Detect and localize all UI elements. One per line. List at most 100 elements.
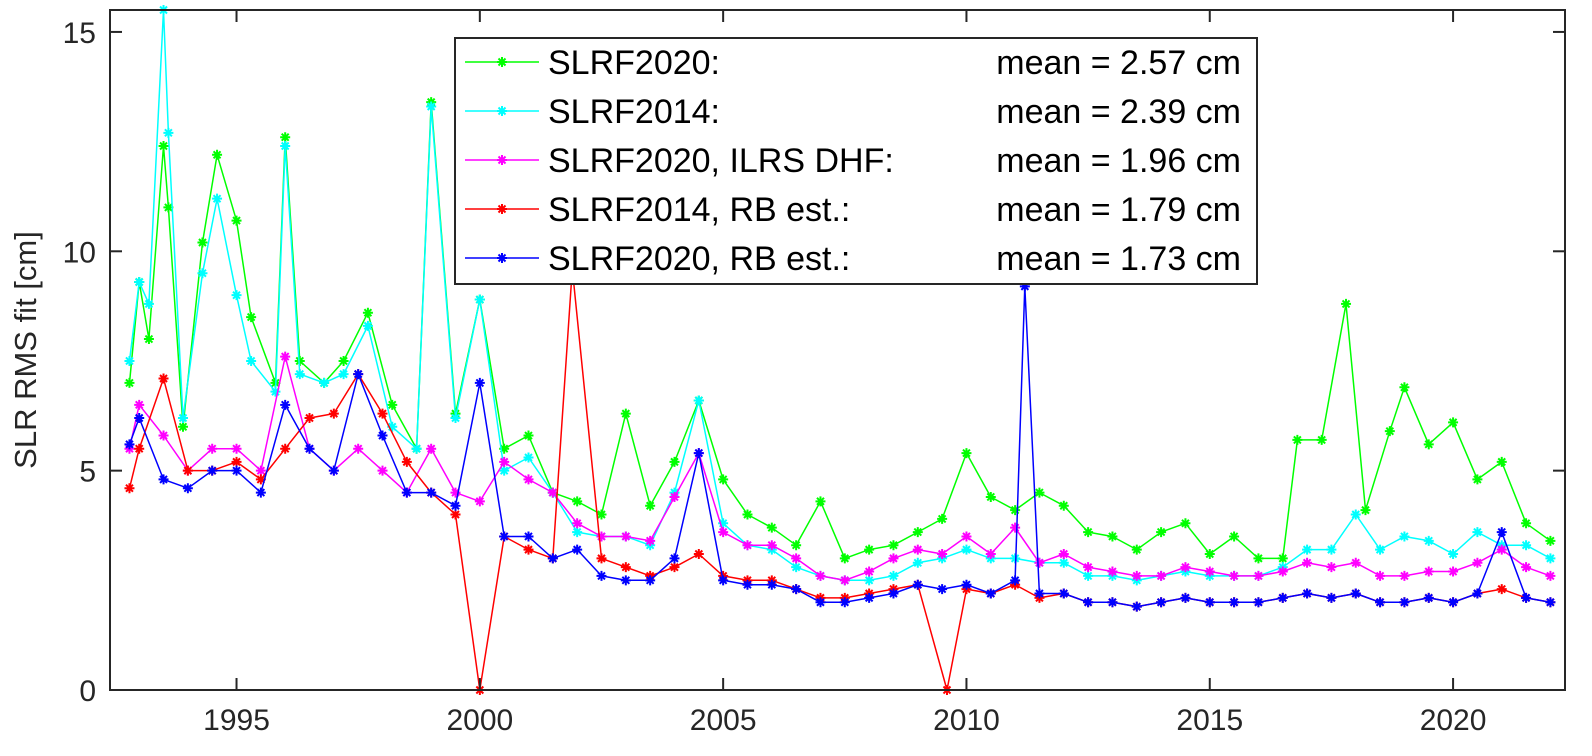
legend-series-name: SLRF2020, ILRS DHF: [548,142,894,180]
data-point [255,465,266,476]
legend-series-name: SLRF2014, RB est.: [548,191,850,229]
data-point [572,544,583,555]
data-point [718,518,729,529]
data-point [523,544,534,555]
data-point [1292,434,1303,445]
data-point [1341,298,1352,309]
data-point [124,355,135,366]
data-point [596,531,607,542]
data-point [1277,592,1288,603]
x-tick-label: 2000 [446,704,513,737]
data-point [1448,597,1459,608]
data-point [1545,597,1556,608]
data-point [280,443,291,454]
data-point [328,465,339,476]
data-point [1010,505,1021,516]
legend-item: SLRF2020, ILRS DHF: mean = 1.96 cm [465,142,1241,180]
data-point [182,465,193,476]
data-point [523,531,534,542]
data-point [158,141,169,151]
data-point [864,592,875,603]
data-point [163,202,174,213]
data-point [1521,540,1532,551]
data-point [791,553,802,564]
data-point [1448,417,1459,428]
legend-swatch-marker [497,106,507,116]
data-point [231,443,242,454]
data-point [304,443,315,454]
data-point [1545,553,1556,564]
data-point [669,491,680,502]
data-point [1034,487,1045,498]
data-point [499,531,510,542]
data-point [450,509,461,520]
data-point [1229,570,1240,581]
data-point [1204,566,1215,577]
data-point [246,355,257,366]
data-point [864,544,875,555]
data-point [937,549,948,559]
data-point [177,421,188,432]
data-point [1277,566,1288,577]
data-point [815,597,826,608]
data-point [1423,439,1434,450]
data-point [177,413,188,423]
data-point [377,430,388,441]
data-point [1521,592,1532,603]
data-point [791,562,802,573]
data-point [645,500,656,511]
data-point [523,452,534,463]
data-point [255,474,266,485]
data-point [134,443,145,454]
data-point [1448,566,1459,577]
data-point [197,237,208,248]
legend-box [454,37,1258,285]
data-point [742,509,753,520]
data-point [143,298,154,309]
data-point [231,215,242,226]
legend-mean-label: mean = 1.96 cm [996,142,1241,180]
x-tick-label: 2015 [1176,704,1243,737]
data-point [280,351,291,362]
data-point [1326,592,1337,603]
data-point [985,491,996,502]
data-point [1019,281,1030,292]
data-point [1083,570,1094,581]
data-point [620,408,631,419]
data-point [718,575,729,586]
data-point [1083,527,1094,538]
x-tick-label: 1995 [203,704,270,737]
data-point [912,557,923,568]
data-point [1131,544,1142,555]
y-tick-label: 5 [79,456,96,489]
data-point [338,369,349,380]
data-point [742,540,753,551]
data-point [387,421,398,432]
data-point [212,149,223,160]
y-tick-label: 10 [63,236,96,269]
data-point [450,500,461,511]
data-point [134,413,145,423]
data-point [207,465,218,476]
data-point [197,268,208,279]
data-point [1204,597,1215,608]
data-point [1545,570,1556,581]
data-point [766,522,777,533]
data-point [1107,566,1118,577]
data-point [124,483,135,494]
data-point [1472,557,1483,568]
data-point [669,553,680,564]
data-point [1496,584,1507,595]
y-tick-label: 0 [79,675,96,708]
data-point [280,132,291,143]
series-layer [124,5,1556,695]
data-point [1496,456,1507,467]
data-point [1156,527,1167,538]
data-point [1375,544,1386,555]
legend-mean-label: mean = 2.57 cm [996,44,1241,82]
legend-swatch-marker [497,57,507,67]
data-point [1034,557,1045,568]
data-point [693,448,704,459]
data-point [474,496,485,507]
tick-layer: 1995 2000 2005 2010 2015 2020 0 5 10 15 [63,10,1565,737]
